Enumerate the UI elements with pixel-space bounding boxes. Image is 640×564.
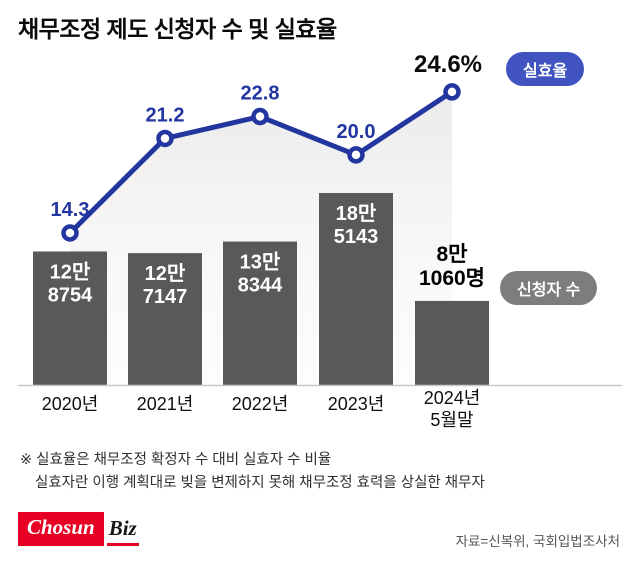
applicants-legend-badge: 신청자 수 bbox=[500, 271, 598, 305]
rate-point bbox=[443, 83, 461, 101]
x-category-label: 2024년 bbox=[424, 388, 481, 408]
bar-value-label: 5143 bbox=[334, 226, 379, 248]
bar-5 bbox=[415, 300, 489, 385]
bar-value-label: 12만 bbox=[145, 262, 186, 285]
x-category-label: 2023년 bbox=[328, 394, 385, 414]
rate-point-label: 22.8 bbox=[241, 83, 280, 105]
rate-point-label: 14.3 bbox=[51, 199, 90, 221]
footnotes: ※ 실효율은 채무조정 확정자 수 대비 실효자 수 비율 실효자란 이행 계획… bbox=[20, 449, 485, 495]
rate-point bbox=[347, 146, 365, 164]
rate-point bbox=[251, 107, 269, 126]
rate-point bbox=[61, 224, 79, 242]
logo-chosun-text: Chosun bbox=[18, 512, 104, 546]
bar-3 bbox=[223, 241, 297, 385]
logo-biz-text: Biz bbox=[106, 516, 139, 546]
chosunbiz-logo: Chosun Biz bbox=[18, 512, 139, 546]
bar-4 bbox=[319, 193, 393, 385]
rate-legend-badge: 실효율 bbox=[506, 52, 585, 86]
footnote-line-1: ※ 실효율은 채무조정 확정자 수 대비 실효자 수 비율 bbox=[20, 452, 332, 468]
bar-value-label: 13만 bbox=[240, 251, 281, 274]
bar-value-label: 12만 bbox=[50, 260, 91, 283]
x-category-label: 5월말 bbox=[430, 410, 473, 430]
bar-value-label: 8344 bbox=[238, 275, 283, 297]
bar-value-label-outside: 1060명 bbox=[419, 267, 485, 290]
x-category-label: 2021년 bbox=[137, 394, 194, 414]
bar-value-label: 8754 bbox=[48, 284, 93, 306]
page-title: 채무조정 제도 신청자 수 및 실효율 bbox=[18, 16, 337, 42]
bar-1 bbox=[33, 251, 107, 385]
bar-2 bbox=[128, 253, 202, 385]
x-category-label: 2022년 bbox=[232, 394, 289, 414]
bar-value-label: 7147 bbox=[143, 286, 188, 308]
footnote-line-2: 실효자란 이행 계획대로 빚을 변제하지 못해 채무조정 효력을 상실한 채무자 bbox=[35, 475, 485, 492]
bar-value-label: 18만 bbox=[336, 202, 377, 225]
rate-point-label: 20.0 bbox=[337, 121, 376, 143]
combo-chart: 12만875412만714713만834418만51438만1060명14.32… bbox=[18, 51, 622, 430]
bar-value-label-outside: 8만 bbox=[437, 243, 468, 266]
x-category-label: 2020년 bbox=[42, 394, 99, 414]
source-credit: 자료=신복위, 국회입법조사처 bbox=[455, 534, 620, 549]
rate-point-label-last: 24.6% bbox=[414, 51, 482, 78]
rate-point bbox=[156, 129, 174, 148]
rate-point-label: 21.2 bbox=[146, 104, 185, 126]
